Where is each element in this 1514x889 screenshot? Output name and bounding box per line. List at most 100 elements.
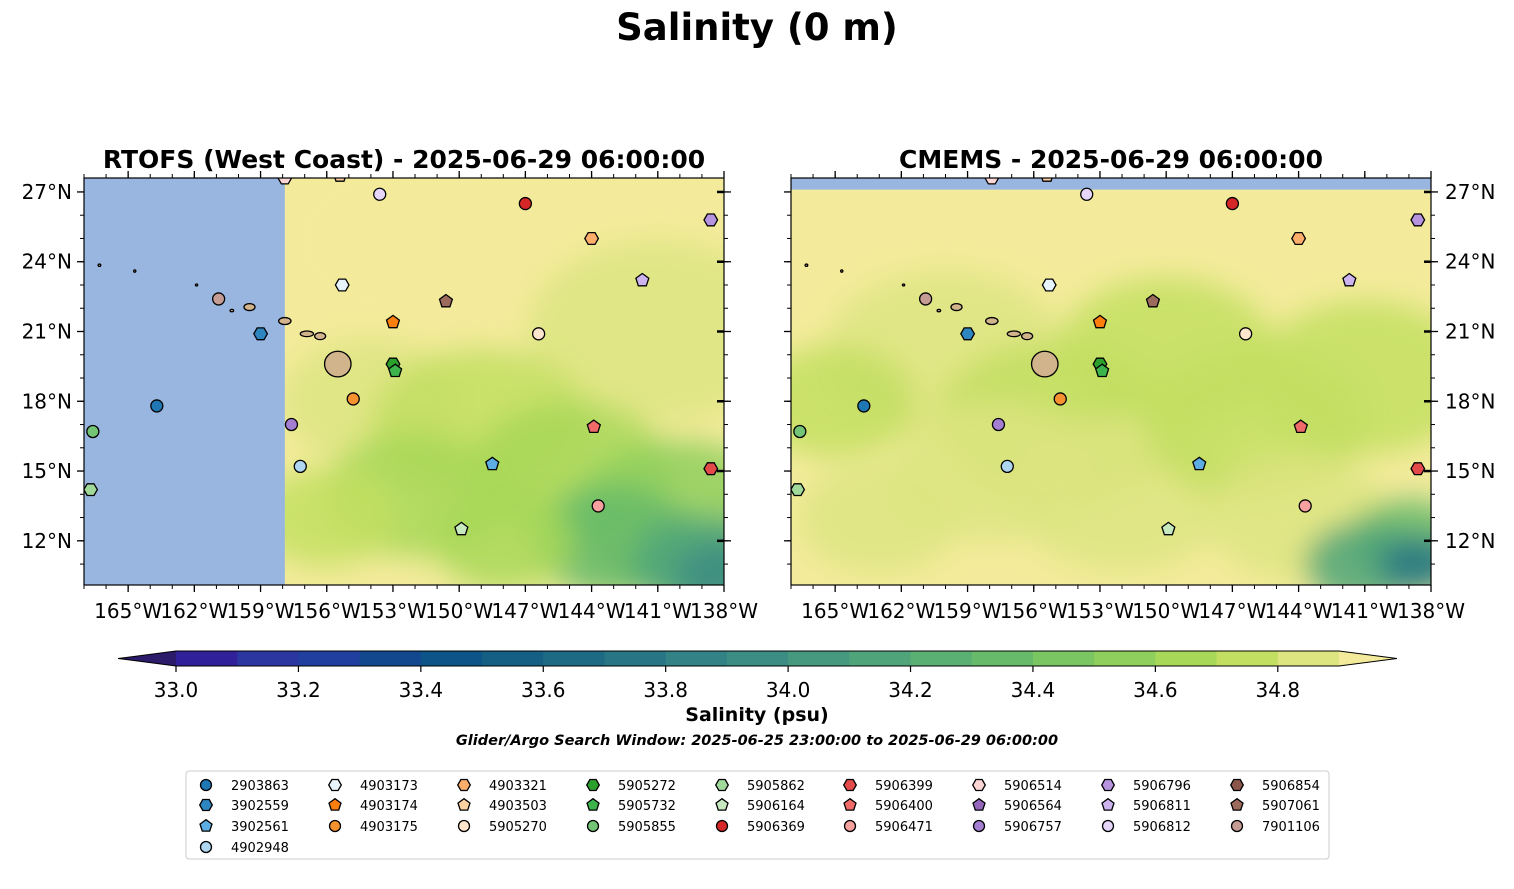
y-tick-label: 12°N <box>22 529 72 553</box>
y-tick-label: 15°N <box>1445 459 1495 483</box>
legend-label: 5906400 <box>875 799 933 814</box>
float-marker-7901106 <box>211 292 226 306</box>
legend-label: 5906471 <box>875 820 933 835</box>
legend-label: 7901106 <box>1262 820 1320 835</box>
x-tick-label: 147°W <box>1198 599 1266 623</box>
legend-marker <box>198 798 214 812</box>
island <box>313 332 327 341</box>
island <box>984 316 999 326</box>
legend-item: 4903175 <box>328 819 418 835</box>
island <box>299 330 315 338</box>
legend-marker <box>1100 778 1116 792</box>
colorbar-tick-label: 33.2 <box>276 678 321 702</box>
float-marker-4903173 <box>1041 278 1057 292</box>
legend-item: 3902561 <box>199 818 289 835</box>
legend-item: 5907061 <box>1230 797 1320 814</box>
x-tick-label: 138°W <box>1397 599 1465 623</box>
legend-label: 4903175 <box>360 820 418 835</box>
float-marker-4902948 <box>293 459 307 474</box>
colorbar-segment <box>971 651 1034 666</box>
island <box>194 283 199 287</box>
float-marker-2903863 <box>150 399 164 413</box>
axes-frame <box>83 177 725 586</box>
figure-title: Salinity (0 m) <box>616 6 898 49</box>
legend-item: 5906854 <box>1229 778 1320 794</box>
legend-marker <box>1230 819 1244 833</box>
island <box>1006 330 1022 338</box>
float-marker-5906164 <box>454 521 469 536</box>
island <box>133 269 137 273</box>
float-marker-5906400 <box>586 419 602 434</box>
colorbar-segment <box>1094 651 1156 666</box>
legend-marker <box>843 819 857 833</box>
legend-item: 5905272 <box>585 778 676 794</box>
float-legend: 2903863 3902559 3902561 4902948 4903173 49031… <box>185 770 1330 860</box>
x-tick-label: 159°W <box>934 599 1002 623</box>
float-marker-5905862 <box>84 483 99 497</box>
legend-label: 4903174 <box>360 799 418 814</box>
legend-label: 5905732 <box>618 799 676 814</box>
float-marker-5905732 <box>1094 363 1110 378</box>
legend-label: 5906369 <box>747 820 805 835</box>
legend-marker <box>842 778 858 792</box>
map-area <box>84 178 724 585</box>
legend-marker <box>843 797 857 811</box>
salinity-field <box>791 270 1431 585</box>
island <box>936 308 942 313</box>
x-tick-label: 165°W <box>94 599 162 623</box>
float-marker-5906399 <box>1410 462 1426 476</box>
legend-item: 5906811 <box>1101 797 1191 814</box>
float-marker-4903173 <box>334 278 350 292</box>
legend-item: 5906564 <box>972 797 1062 814</box>
colorbar-tick-label: 34.0 <box>766 678 811 702</box>
salinity-contour <box>1379 536 1431 585</box>
legend-label: 5906796 <box>1133 779 1191 794</box>
float-marker-5906812 <box>373 187 387 201</box>
float-marker-5906471 <box>1298 499 1312 513</box>
legend-label: 4903173 <box>360 779 418 794</box>
x-tick-label: 162°W <box>867 599 935 623</box>
float-marker-4903174 <box>1092 314 1108 329</box>
float-marker-5906369 <box>1225 196 1240 211</box>
legend-marker <box>1230 797 1244 811</box>
colorbar-segment <box>298 651 361 666</box>
float-marker-4903321 <box>584 231 600 246</box>
colorbar-tick-label: 34.4 <box>1011 678 1056 702</box>
x-tick-label: 150°W <box>1132 599 1200 623</box>
colorbar-outline <box>117 650 1398 667</box>
salinity-contour <box>791 345 916 458</box>
legend-marker <box>1101 797 1115 811</box>
y-tick-label: 15°N <box>22 459 72 483</box>
colorbar-segment <box>665 651 728 666</box>
colorbar-tick-label: 33.0 <box>154 678 199 702</box>
float-marker-4903175 <box>346 392 360 406</box>
float-marker-4903321 <box>1291 231 1307 246</box>
float-marker-5906811 <box>635 272 650 287</box>
x-tick-label: 150°W <box>425 599 493 623</box>
colorbar-segment <box>604 651 667 666</box>
island <box>1020 332 1034 341</box>
y-tick-label: 12°N <box>1445 529 1495 553</box>
island <box>243 302 256 312</box>
salinity-colorbar: 33.0 33.2 33.4 33.6 33.8 34.0 34.2 34.4 34.6 34.8 <box>117 650 1398 702</box>
legend-label: 2903863 <box>231 779 289 794</box>
legend-item: 4903503 <box>457 797 547 814</box>
float-marker-4902948 <box>1000 459 1014 474</box>
x-tick-label: 147°W <box>491 599 559 623</box>
float-marker-5906514 <box>277 178 293 185</box>
legend-marker <box>457 819 471 833</box>
float-marker-5906164 <box>1161 521 1176 536</box>
legend-box <box>185 770 1330 860</box>
legend-label: 5906564 <box>1004 799 1062 814</box>
legend-marker <box>586 819 600 833</box>
legend-label: 5905272 <box>618 779 676 794</box>
colorbar-segment <box>726 651 789 666</box>
colorbar-segment <box>910 651 973 666</box>
legend-label: 5906812 <box>1133 820 1191 835</box>
legend-marker <box>714 778 730 792</box>
x-tick-label: 144°W <box>1265 599 1333 623</box>
legend-marker <box>972 819 986 833</box>
y-tick-label: 24°N <box>1445 250 1495 274</box>
model-domain-mask <box>791 178 1431 190</box>
island <box>840 269 844 273</box>
